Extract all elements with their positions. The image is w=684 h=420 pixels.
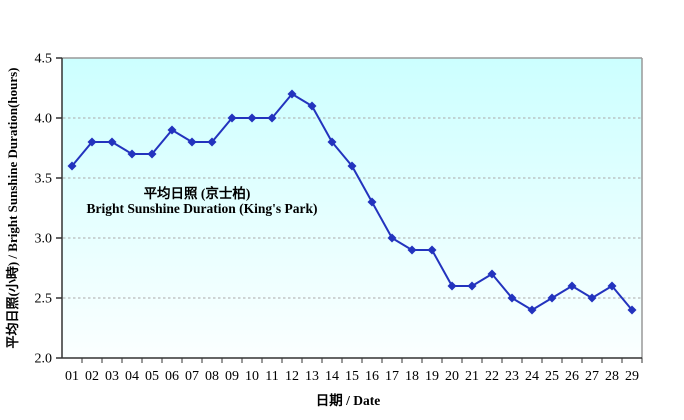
gridlines: [63, 117, 641, 299]
data-point-marker: [87, 137, 97, 147]
data-point-marker: [627, 305, 637, 315]
y-axis-title: 平均日照(小時) / Bright Sunshine Duration(hour…: [5, 68, 20, 349]
x-tick-label: 05: [145, 369, 159, 384]
x-tick-label: 04: [125, 369, 139, 384]
x-tick-label: 18: [405, 369, 419, 384]
data-point-marker: [507, 293, 517, 303]
y-axis-ticks: [56, 57, 62, 359]
data-point-marker: [607, 281, 617, 291]
data-point-marker: [347, 161, 357, 171]
x-tick-label: 19: [425, 369, 439, 384]
data-point-marker: [327, 137, 337, 147]
x-tick-label: 15: [345, 369, 359, 384]
x-tick-label: 09: [225, 369, 239, 384]
x-tick-label: 25: [545, 369, 559, 384]
x-axis-ticks: [81, 358, 643, 363]
data-point-marker: [307, 101, 317, 111]
data-point-marker: [567, 281, 577, 291]
data-point-marker: [287, 89, 297, 99]
x-tick-label: 26: [565, 369, 579, 384]
y-tick-label: 3.5: [35, 172, 53, 187]
chart-title-chinese: 平均日照 (京士柏): [144, 185, 251, 201]
data-point-marker: [427, 245, 437, 255]
x-tick-label: 24: [525, 369, 539, 384]
x-tick-label: 03: [105, 369, 119, 384]
plot-area: [62, 58, 642, 358]
x-tick-label: 22: [485, 369, 499, 384]
data-point-marker: [367, 197, 377, 207]
x-tick-label: 17: [385, 369, 399, 384]
x-tick-label: 28: [605, 369, 619, 384]
data-point-marker: [467, 281, 477, 291]
y-tick-label: 3.0: [35, 232, 53, 247]
x-tick-label: 11: [265, 369, 278, 384]
x-tick-label: 07: [185, 369, 199, 384]
data-point-marker: [107, 137, 117, 147]
data-point-marker: [207, 137, 217, 147]
x-tick-label: 08: [205, 369, 219, 384]
x-tick-label: 16: [365, 369, 379, 384]
data-point-marker: [407, 245, 417, 255]
data-point-marker: [587, 293, 597, 303]
data-point-marker: [127, 149, 137, 159]
x-axis-title: 日期 / Date: [316, 393, 381, 408]
plot-frame: [61, 57, 643, 359]
x-tick-label: 02: [85, 369, 99, 384]
x-tick-label: 06: [165, 369, 179, 384]
data-point-marker: [227, 113, 237, 123]
data-point-marker: [187, 137, 197, 147]
data-point-marker: [547, 293, 557, 303]
data-point-marker: [247, 113, 257, 123]
data-point-marker: [527, 305, 537, 315]
data-point-marker: [147, 149, 157, 159]
y-tick-label: 4.0: [35, 112, 53, 127]
chart-title-english: Bright Sunshine Duration (King's Park): [86, 201, 317, 216]
x-tick-label: 13: [305, 369, 319, 384]
x-tick-label: 27: [585, 369, 599, 384]
data-point-marker: [387, 233, 397, 243]
y-tick-label: 2.0: [35, 352, 53, 367]
x-tick-label: 12: [285, 369, 299, 384]
x-tick-label: 21: [465, 369, 479, 384]
data-point-marker: [167, 125, 177, 135]
x-tick-label: 10: [245, 369, 259, 384]
data-point-marker: [447, 281, 457, 291]
y-tick-labels: 2.0 2.5 3.0 3.5 4.0 4.5: [35, 52, 53, 367]
x-tick-label: 01: [65, 369, 79, 384]
y-tick-label: 4.5: [35, 52, 53, 67]
data-point-marker: [67, 161, 77, 171]
x-tick-label: 29: [625, 369, 639, 384]
y-tick-label: 2.5: [35, 292, 53, 307]
x-tick-label: 14: [325, 369, 339, 384]
data-point-markers: [67, 89, 637, 315]
x-tick-label: 23: [505, 369, 519, 384]
data-point-marker: [267, 113, 277, 123]
x-tick-label: 20: [445, 369, 459, 384]
x-tick-labels: 01 02 03 04 05 06 07 08 09 10 11 12 13 14 15 16 17 18 19 20…: [65, 369, 639, 384]
data-point-marker: [487, 269, 497, 279]
